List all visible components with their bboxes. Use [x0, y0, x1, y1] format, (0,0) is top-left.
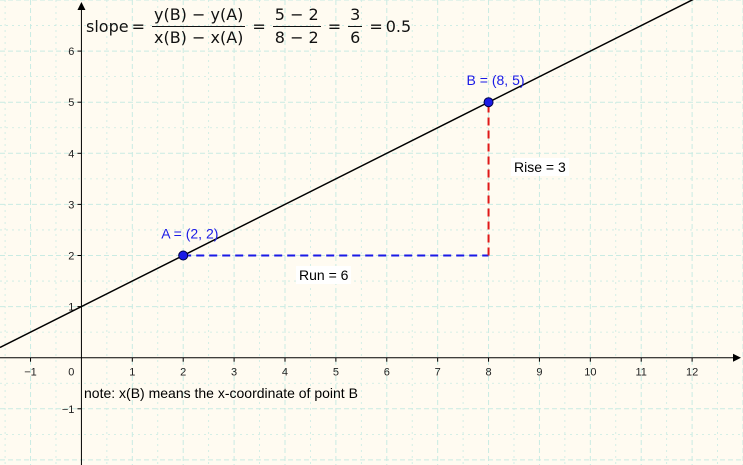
formula-result: 0.5: [385, 17, 412, 36]
x-tick-label: 6: [384, 367, 390, 379]
point-a-label: A = (2, 2): [161, 225, 218, 241]
formula-prefix: slope: [86, 17, 129, 36]
rise-label: Rise = 3: [511, 158, 569, 176]
formula-denominator-numeric: 8 − 2: [274, 28, 319, 47]
slope-formula: slope = y(B) − y(A) x(B) − x(A) = 5 − 2 …: [86, 6, 411, 47]
formula-fraction-symbolic: y(B) − y(A) x(B) − x(A): [151, 6, 246, 47]
x-axis-arrow-icon: [733, 353, 741, 362]
x-tick-label: 9: [536, 367, 542, 379]
y-tick-label: 4: [68, 148, 74, 160]
point-b[interactable]: [483, 97, 494, 108]
formula-equals: =: [327, 17, 342, 36]
formula-denominator-reduced: 6: [350, 28, 361, 47]
formula-denominator-symbolic: x(B) − x(A): [153, 28, 244, 47]
y-tick-label: 5: [68, 97, 74, 109]
formula-fraction-reduced: 3 6: [348, 6, 363, 47]
formula-equals: =: [131, 17, 145, 36]
origin-label: 0: [68, 367, 74, 379]
y-tick-label: 2: [68, 250, 74, 262]
x-tick-label: 3: [231, 367, 237, 379]
formula-numerator-numeric: 5 − 2: [272, 6, 321, 27]
run-label: Run = 6: [296, 266, 352, 284]
y-tick-label: 1: [68, 302, 74, 314]
x-tick-label: 2: [180, 367, 186, 379]
point-b-label: B = (8, 5): [467, 72, 525, 88]
formula-equals: =: [369, 17, 383, 36]
x-tick-label: 1: [129, 367, 135, 379]
x-tick-label: 7: [435, 367, 441, 379]
y-axis-arrow-icon: [77, 2, 86, 10]
formula-fraction-numeric: 5 − 2 8 − 2: [272, 6, 321, 47]
line-through-a-b[interactable]: [0, 0, 743, 349]
y-tick-label: 3: [68, 199, 74, 211]
x-tick-label: 10: [584, 367, 596, 379]
note-text: note: x(B) means the x-coordinate of poi…: [84, 385, 358, 401]
x-tick-label: 5: [333, 367, 339, 379]
formula-numerator-symbolic: y(B) − y(A): [151, 6, 246, 27]
x-tick-label: 8: [485, 367, 491, 379]
formula-numerator-reduced: 3: [348, 6, 363, 27]
formula-equals: =: [252, 17, 266, 36]
x-tick-label: 12: [686, 367, 698, 379]
x-tick-label: 11: [636, 367, 647, 379]
point-a[interactable]: [178, 250, 189, 261]
x-tick-label: 4: [282, 367, 288, 379]
x-tick-label: −1: [24, 367, 37, 379]
y-tick-label: −1: [62, 404, 75, 416]
y-tick-label: 6: [68, 46, 74, 58]
